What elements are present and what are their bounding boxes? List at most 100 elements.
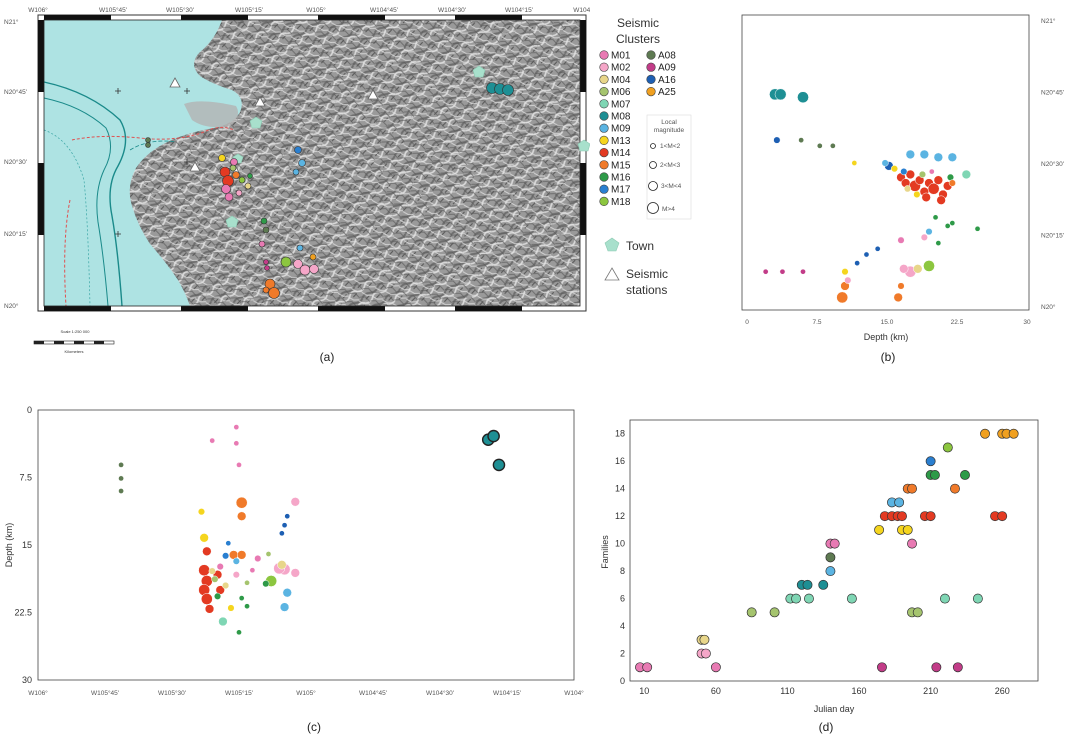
- magnitude-label: M>4: [662, 206, 675, 213]
- data-point: [952, 662, 963, 673]
- station-legend-label-1: Seismic: [626, 267, 668, 281]
- legend-swatch: [599, 86, 609, 97]
- data-point: [279, 530, 285, 537]
- data-point: [929, 469, 940, 480]
- legend-swatch: [646, 86, 656, 97]
- legend-label: M14: [611, 148, 631, 159]
- data-point: [277, 560, 287, 570]
- panel-c-ylabel: Depth (km): [4, 523, 14, 568]
- data-point: [949, 220, 956, 226]
- x-tick-label: W104°45': [359, 689, 387, 697]
- data-point: [874, 524, 885, 535]
- epicenter: [260, 217, 268, 225]
- magnitude-title-line2: magnitude: [654, 127, 685, 134]
- data-point: [1008, 428, 1019, 439]
- data-point: [900, 168, 908, 176]
- town-marker: [577, 139, 591, 152]
- data-point: [209, 437, 216, 444]
- data-point: [899, 264, 909, 274]
- data-point: [798, 137, 804, 143]
- data-point: [244, 579, 250, 586]
- data-point: [902, 524, 913, 535]
- legend-label: M06: [611, 87, 631, 98]
- data-point: [214, 592, 222, 600]
- epicenter: [294, 146, 302, 154]
- legend-label: M18: [611, 197, 631, 208]
- epicenter: [218, 154, 226, 162]
- station-legend-icon: [604, 267, 620, 281]
- town-legend-label: Town: [626, 239, 654, 253]
- data-point: [903, 185, 912, 193]
- data-point: [227, 604, 235, 612]
- panel-d-y-ticks: 0 2 4 6 8 10 12 14 16 18: [615, 429, 625, 686]
- y-tick-label: 8: [620, 566, 625, 576]
- data-point: [208, 567, 216, 575]
- magnitude-label: 3<M<4: [661, 183, 682, 190]
- station-marker: [254, 96, 266, 107]
- data-point: [236, 462, 242, 468]
- legend-label: M13: [611, 136, 631, 147]
- data-point: [874, 245, 881, 252]
- data-point: [925, 228, 933, 236]
- data-point: [881, 159, 889, 167]
- data-point: [923, 260, 935, 272]
- y-tick-label: 0: [27, 405, 32, 415]
- data-point: [225, 540, 232, 547]
- data-point: [204, 604, 215, 614]
- y-tick-label: 16: [615, 456, 625, 466]
- y-tick-label: N21°: [1041, 17, 1056, 25]
- data-point: [710, 662, 721, 673]
- data-point: [492, 458, 506, 472]
- legend-label: M01: [611, 51, 631, 62]
- data-point: [802, 579, 813, 590]
- data-point: [237, 511, 247, 521]
- data-point: [935, 240, 942, 246]
- data-point: [851, 160, 858, 166]
- data-point: [863, 251, 870, 258]
- epicenter: [263, 259, 269, 265]
- legend-label: M16: [611, 173, 631, 184]
- legend-swatch: [599, 99, 609, 109]
- station-legend-label-2: stations: [626, 283, 667, 297]
- data-point: [197, 508, 206, 516]
- data-point: [921, 192, 931, 202]
- legend-label: M09: [611, 124, 631, 135]
- data-point: [829, 538, 840, 549]
- panel-d-ylabel: Families: [600, 535, 610, 569]
- legend-swatch: [599, 123, 609, 133]
- data-point: [932, 214, 939, 221]
- x-tick-label: W105°45': [91, 689, 119, 697]
- lon-tick: W104°15': [505, 6, 533, 14]
- data-point: [216, 563, 224, 571]
- x-tick-label: 7.5: [812, 319, 821, 326]
- lat-tick: N20°15': [4, 230, 27, 238]
- epicenter: [292, 168, 300, 176]
- x-tick-label: W106°: [28, 689, 48, 697]
- y-tick-label: 10: [615, 539, 625, 549]
- data-point: [222, 552, 230, 560]
- magnitude-label: 2<M<3: [660, 162, 681, 169]
- panel-b-x-ticks: 0 7.5 15.0 22.5 30: [745, 319, 1031, 326]
- data-point: [925, 511, 936, 522]
- epicenter: [309, 253, 317, 261]
- data-point: [830, 142, 836, 149]
- lon-tick: W104°: [573, 6, 593, 14]
- data-point: [279, 602, 290, 612]
- epicenter: [247, 173, 253, 179]
- data-point: [905, 149, 915, 160]
- data-point: [222, 581, 230, 590]
- lat-tick: N21°: [4, 18, 19, 26]
- data-point: [974, 225, 981, 232]
- x-tick-label: 60: [711, 686, 721, 696]
- y-tick-label: 14: [615, 484, 625, 494]
- epicenter: [221, 184, 231, 194]
- data-point: [487, 429, 500, 443]
- data-point: [803, 593, 814, 604]
- data-point: [944, 223, 951, 229]
- data-point: [642, 662, 653, 673]
- epicenter: [258, 240, 266, 248]
- data-point: [825, 552, 836, 563]
- epicenter: [230, 158, 238, 166]
- panel-b-y-ticks: N21° N20°45' N20°30' N20°15' N20°: [1041, 17, 1064, 311]
- caption-c: (c): [307, 720, 321, 734]
